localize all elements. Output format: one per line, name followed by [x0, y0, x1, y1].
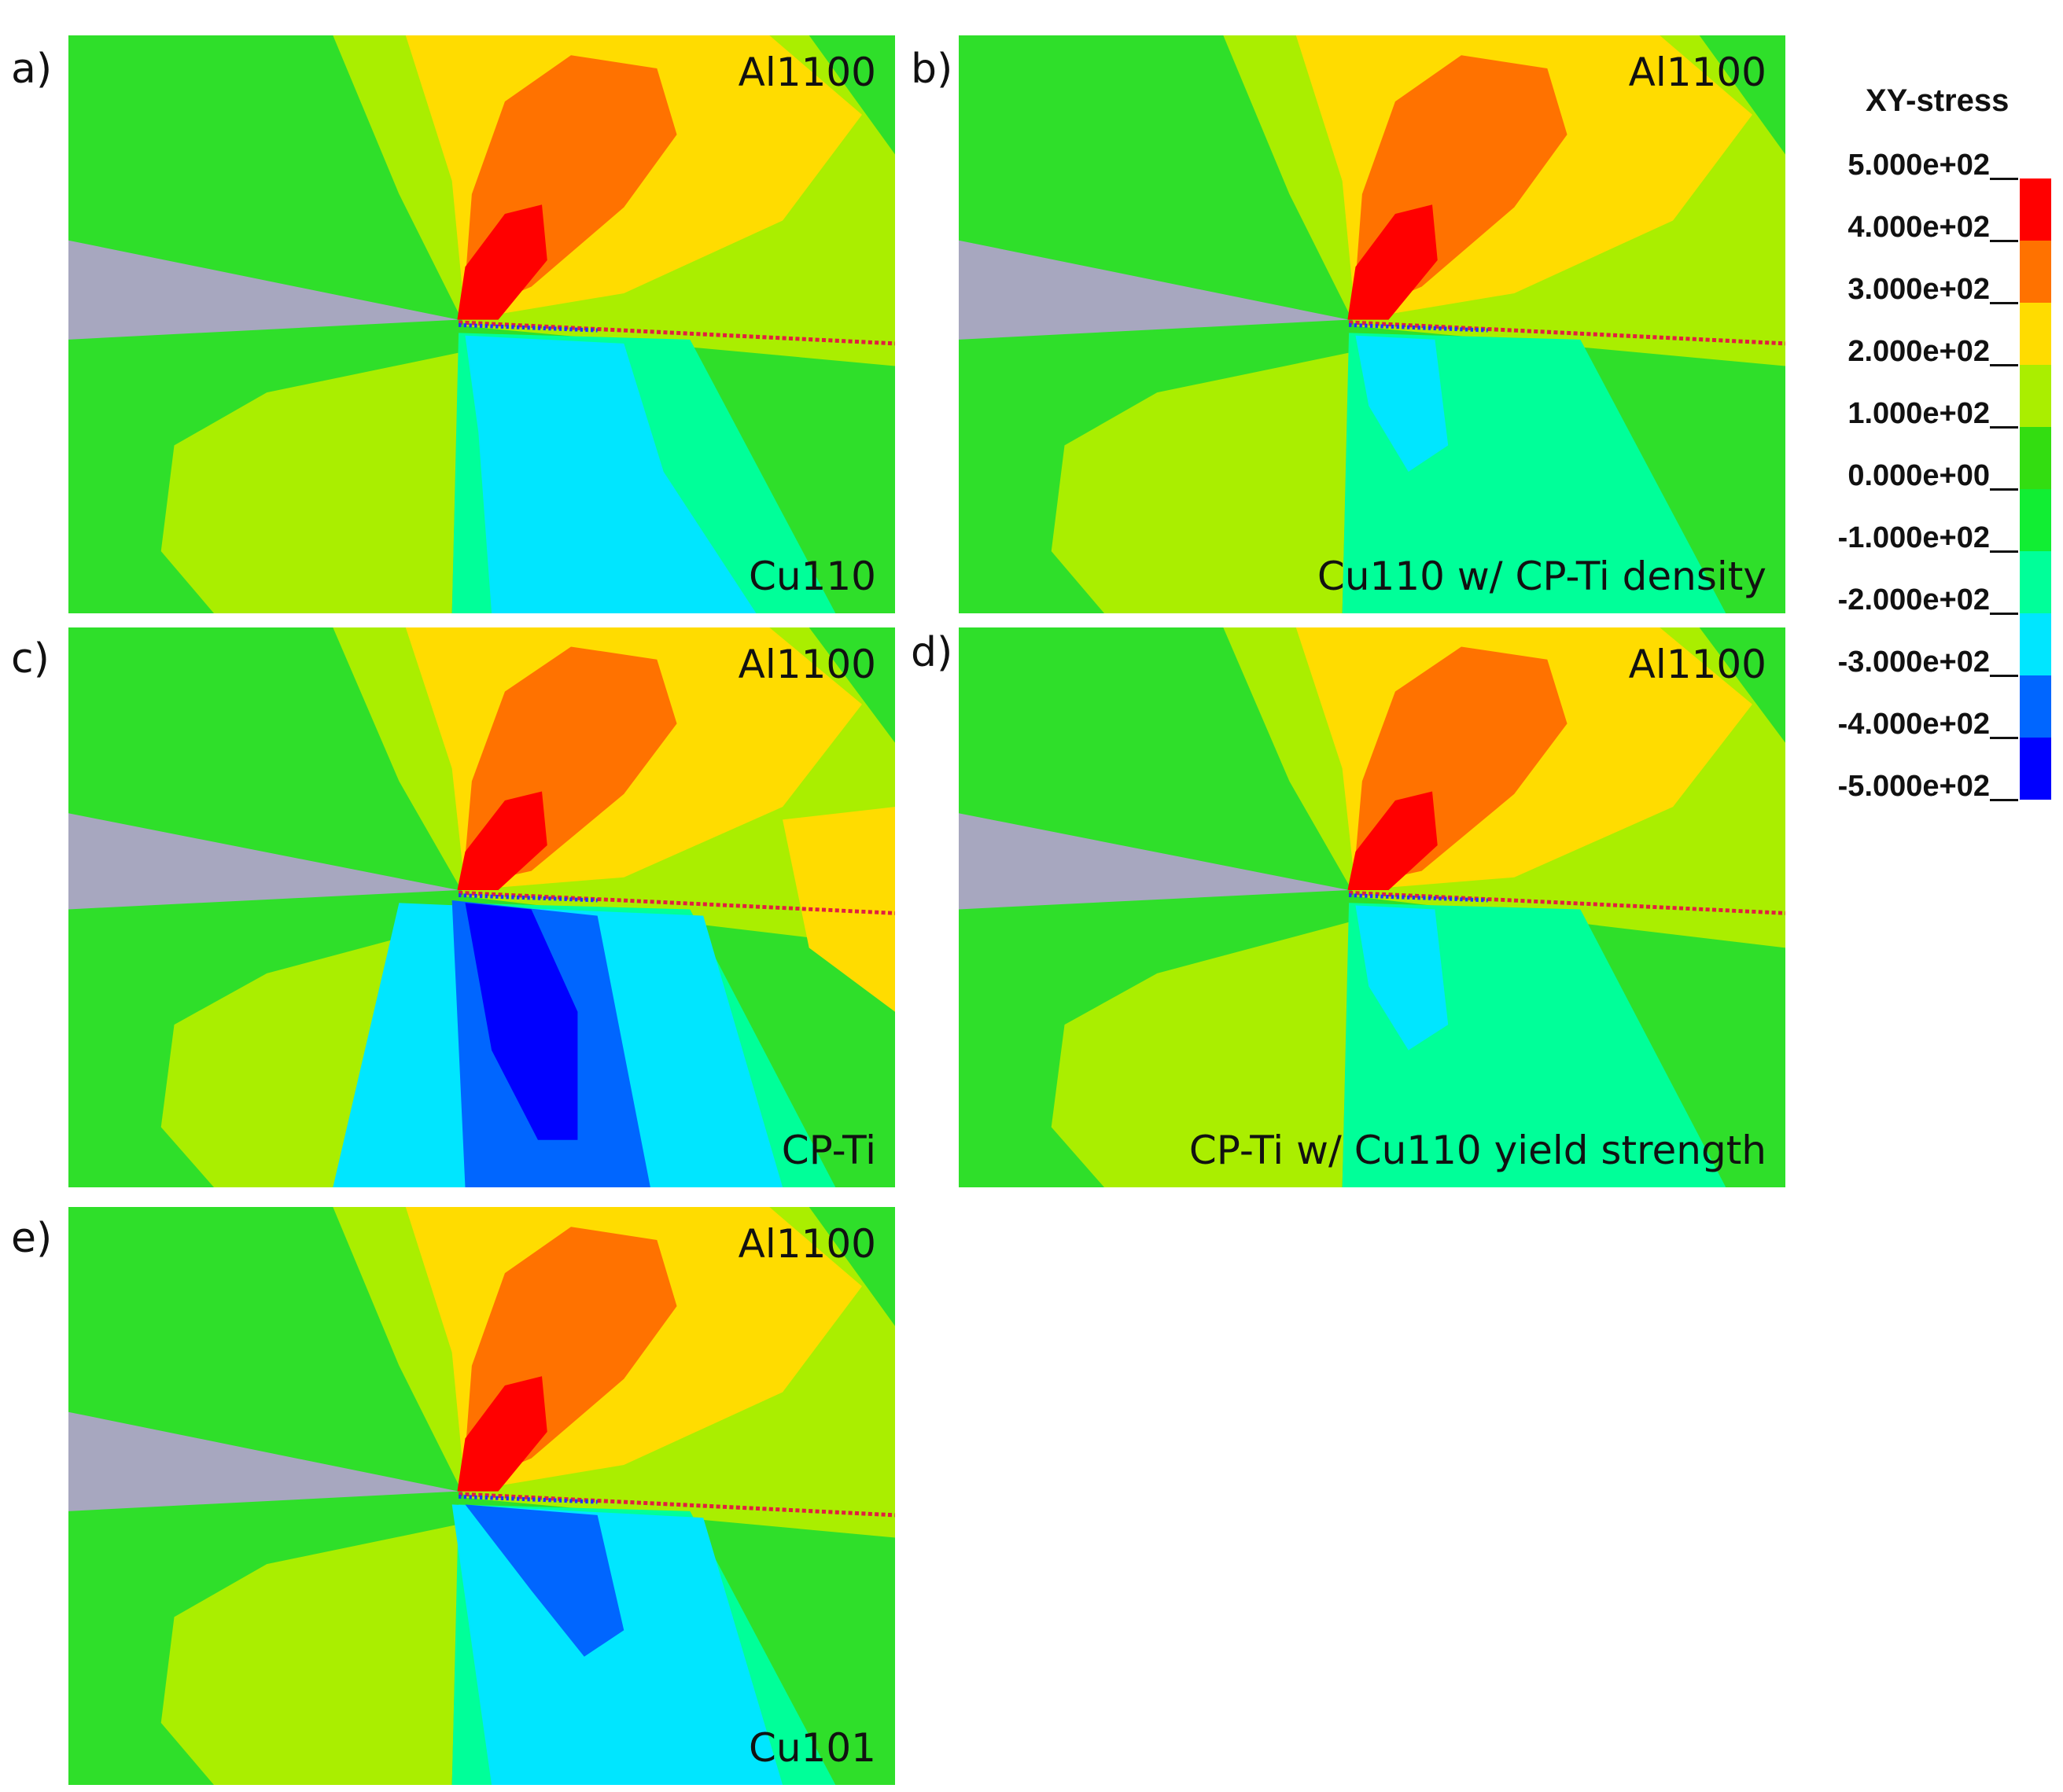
panel-d-letter: d) [911, 629, 953, 676]
panel-a-stress-map: Al1100 Cu110 [68, 35, 895, 613]
stress-contour [68, 1207, 895, 1785]
contour-lime-lower [1051, 922, 1350, 1187]
contour-red [457, 1376, 547, 1492]
panel-a-bottom-material: Cu110 [748, 554, 876, 599]
legend-color-band [2020, 738, 2051, 800]
legend-tick-label: 1.000e+02 [1847, 397, 1990, 430]
panel-e-top-material: Al1100 [738, 1221, 876, 1267]
contour-cyan [465, 335, 757, 613]
stress-contour [68, 35, 895, 613]
panel-c-letter: c) [11, 635, 50, 683]
stress-contour [959, 627, 1785, 1187]
legend-tick [1990, 799, 2018, 801]
crack-path-line [458, 890, 895, 915]
legend-color-band [2020, 303, 2051, 365]
panel-c-stress-map: Al1100 CP-Ti [68, 627, 895, 1187]
panel-d-stress-map: Al1100 CP-Ti w/ Cu110 yield strength [959, 627, 1785, 1187]
contour-red [457, 791, 547, 891]
legend-tick [1990, 550, 2018, 553]
legend-tick [1990, 737, 2018, 739]
legend-tick [1990, 302, 2018, 304]
panel-a-letter: a) [11, 46, 53, 93]
legend-tick-label: -3.000e+02 [1837, 646, 1990, 679]
crack-tip-compression [458, 322, 598, 333]
legend-tick-label: 0.000e+00 [1847, 459, 1990, 492]
crack-tip-compression [1348, 322, 1488, 333]
stress-contour [959, 35, 1785, 613]
panel-d-top-material: Al1100 [1628, 642, 1766, 687]
crack-path-line [1348, 320, 1785, 346]
contour-blue-medium [465, 1504, 624, 1657]
contour-lime-lower [160, 352, 459, 613]
legend-tick-label: -4.000e+02 [1837, 708, 1990, 741]
legend-tick [1990, 488, 2018, 491]
legend-color-band [2020, 675, 2051, 738]
legend-tick [1990, 613, 2018, 615]
contour-cyan [1355, 335, 1449, 473]
legend-tick-label: -1.000e+02 [1837, 521, 1990, 554]
panel-e-letter: e) [11, 1215, 53, 1262]
contour-cyan [1355, 905, 1449, 1051]
contour-red [457, 204, 547, 320]
panel-e-bottom-material: Cu101 [748, 1725, 876, 1771]
legend-tick [1990, 178, 2018, 180]
legend-tick-label: 4.000e+02 [1847, 211, 1990, 244]
legend-color-band [2020, 551, 2051, 613]
legend-tick [1990, 364, 2018, 366]
legend-tick-label: 3.000e+02 [1847, 273, 1990, 306]
legend-tick-label: 2.000e+02 [1847, 335, 1990, 368]
panel-e-stress-map: Al1100 Cu101 [68, 1207, 895, 1785]
panel-c-bottom-material: CP-Ti [781, 1128, 876, 1173]
legend-tick [1990, 675, 2018, 677]
crack-tip-compression [458, 893, 598, 903]
legend-color-band [2020, 365, 2051, 427]
stress-contour [68, 627, 895, 1187]
crack-tip-compression [1348, 893, 1488, 903]
legend-tick-label: -2.000e+02 [1837, 583, 1990, 616]
panel-c-top-material: Al1100 [738, 642, 876, 687]
legend-tick-label: -5.000e+02 [1837, 770, 1990, 803]
contour-blue [465, 903, 578, 1140]
panel-b-letter: b) [911, 46, 953, 93]
contour-lime-lower [160, 1524, 459, 1785]
crack-wedge [959, 813, 1350, 910]
legend-color-band [2020, 427, 2051, 489]
crack-path-line [1348, 890, 1785, 915]
crack-wedge [68, 1411, 459, 1511]
panel-d-bottom-material: CP-Ti w/ Cu110 yield strength [1188, 1128, 1766, 1173]
crack-path-line [458, 1492, 895, 1518]
crack-wedge [68, 813, 459, 910]
panel-b-bottom-material: Cu110 w/ CP-Ti density [1317, 554, 1766, 599]
legend-color-band [2020, 613, 2051, 675]
legend-tick [1990, 240, 2018, 242]
panel-b-stress-map: Al1100 Cu110 w/ CP-Ti density [959, 35, 1785, 613]
crack-wedge [68, 240, 459, 340]
legend-tick-label: 5.000e+02 [1847, 149, 1990, 182]
panel-a-top-material: Al1100 [738, 50, 876, 95]
legend-color-band [2020, 178, 2051, 241]
legend-color-band [2020, 489, 2051, 551]
crack-tip-compression [458, 1494, 598, 1504]
panel-b-top-material: Al1100 [1628, 50, 1766, 95]
contour-lime-lower [1051, 352, 1350, 613]
contour-red [1347, 791, 1438, 891]
contour-red [1347, 204, 1438, 320]
legend-title: XY-stress [1866, 83, 2010, 118]
crack-path-line [458, 320, 895, 346]
crack-wedge [959, 240, 1350, 340]
legend-color-band [2020, 241, 2051, 303]
legend-tick [1990, 426, 2018, 429]
